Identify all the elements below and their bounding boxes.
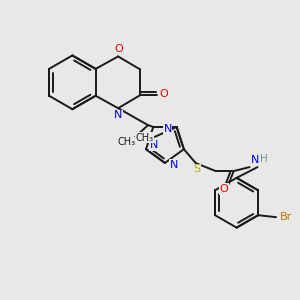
Text: CH₃: CH₃ [117,137,135,147]
Text: O: O [115,44,124,55]
Text: O: O [219,184,228,194]
Text: S: S [193,164,200,174]
Text: Br: Br [280,212,292,222]
Text: CH₃: CH₃ [136,133,154,143]
Text: N: N [251,155,260,165]
Text: N: N [114,110,122,120]
Text: O: O [160,89,168,99]
Text: N: N [170,160,178,170]
Text: H: H [260,154,267,164]
Text: N: N [150,140,158,150]
Text: N: N [164,124,172,134]
